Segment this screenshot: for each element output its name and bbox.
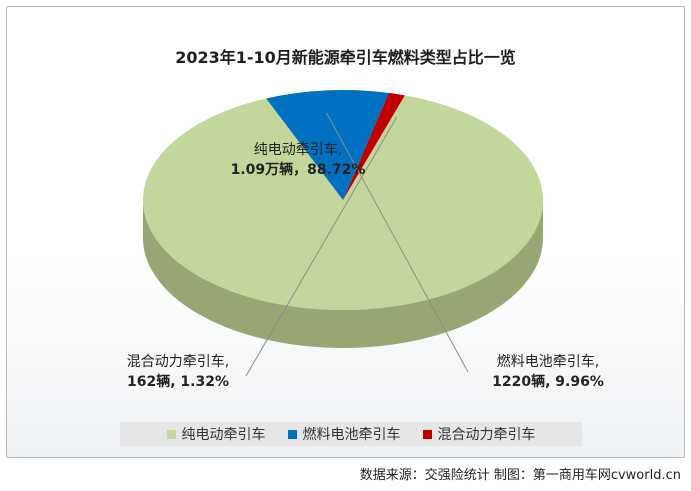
label-hybrid: 混合动力牵引车, 162辆, 1.32%: [88, 352, 268, 392]
label-pure-electric-value: 1.09万辆，88.72%: [230, 162, 366, 178]
leader-line-hybrid: [245, 116, 398, 377]
label-hybrid-value: 162辆, 1.32%: [127, 374, 229, 390]
leader-line-fuel-cell: [326, 112, 469, 373]
label-fuel-cell-value: 1220辆, 9.96%: [492, 374, 604, 390]
legend-label-pure-electric: 纯电动牵引车: [181, 427, 266, 443]
legend-item-pure-electric[interactable]: 纯电动牵引车: [166, 424, 266, 444]
legend-swatch-hybrid: [422, 429, 432, 439]
legend-swatch-fuel-cell: [287, 429, 297, 439]
pie-side-pure-electric: [143, 200, 543, 348]
legend-item-hybrid[interactable]: 混合动力牵引车: [422, 424, 536, 444]
legend-swatch-pure-electric: [166, 429, 176, 439]
chart-title: 2023年1-10月新能源牵引车燃料类型占比一览: [175, 48, 516, 67]
label-hybrid-name: 混合动力牵引车,: [126, 354, 230, 370]
legend-label-hybrid: 混合动力牵引车: [437, 427, 536, 443]
label-pure-electric: 纯电动牵引车, 1.09万辆，88.72%: [198, 140, 398, 180]
legend: 纯电动牵引车 燃料电池牵引车 混合动力牵引车: [120, 422, 582, 446]
pie-slice-pure-electric[interactable]: [143, 95, 544, 310]
label-fuel-cell-name: 燃料电池牵引车,: [496, 354, 600, 370]
pie-slice-hybrid[interactable]: [343, 92, 405, 200]
pie-slice-fuel-cell[interactable]: [266, 90, 389, 200]
label-pure-electric-name: 纯电动牵引车,: [253, 142, 343, 158]
label-fuel-cell: 燃料电池牵引车, 1220辆, 9.96%: [448, 352, 648, 392]
legend-label-fuel-cell: 燃料电池牵引车: [302, 427, 401, 443]
legend-item-fuel-cell[interactable]: 燃料电池牵引车: [287, 424, 401, 444]
source-note: 数据来源：交强险统计 制图：第一商用车网cvworld.cn: [359, 468, 681, 483]
